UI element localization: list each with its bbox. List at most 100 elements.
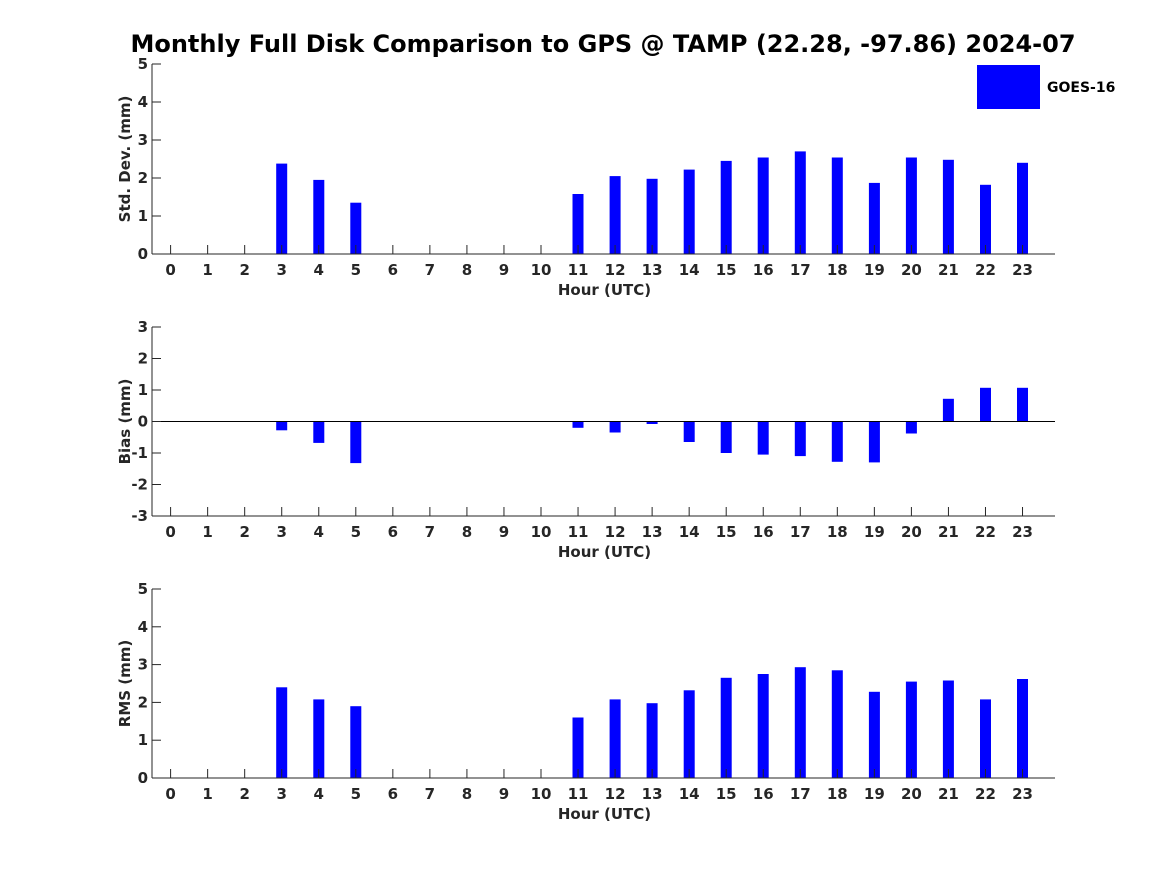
y-tick-label-bias--3: -3	[131, 507, 148, 525]
bar-rms-hour-16	[757, 674, 769, 778]
bar-bias-hour-16	[757, 421, 769, 455]
bar-std-dev-hour-22	[980, 184, 991, 254]
y-tick-label-rms-5: 5	[138, 580, 148, 598]
x-tick-label-bias-5: 5	[351, 523, 361, 541]
x-tick-label-std-dev-19: 19	[864, 261, 885, 279]
x-axis-label-bias: Hour (UTC)	[558, 543, 651, 561]
bar-bias-hour-11	[572, 421, 584, 428]
x-tick-label-std-dev-13: 13	[642, 261, 663, 279]
x-tick-label-bias-21: 21	[938, 523, 959, 541]
bar-std-dev-hour-19	[868, 182, 880, 254]
x-tick-label-std-dev-18: 18	[827, 261, 848, 279]
y-axis-label-std-dev: Std. Dev. (mm)	[116, 96, 134, 223]
x-tick-label-std-dev-5: 5	[351, 261, 361, 279]
x-tick-label-bias-8: 8	[462, 523, 472, 541]
bar-std-dev-hour-12	[609, 176, 621, 254]
x-tick-label-bias-17: 17	[790, 523, 811, 541]
bar-std-dev-hour-3	[276, 163, 288, 254]
x-tick-label-bias-20: 20	[901, 523, 922, 541]
x-tick-label-bias-23: 23	[1012, 523, 1033, 541]
bar-std-dev-hour-15	[720, 160, 732, 254]
x-tick-label-rms-8: 8	[462, 785, 472, 803]
x-tick-label-std-dev-1: 1	[202, 261, 212, 279]
x-tick-label-rms-20: 20	[901, 785, 922, 803]
x-tick-label-rms-18: 18	[827, 785, 848, 803]
x-tick-label-std-dev-6: 6	[388, 261, 398, 279]
y-tick-label-bias-0: 0	[138, 413, 148, 431]
y-tick-label-bias-3: 3	[138, 318, 148, 336]
x-tick-label-rms-6: 6	[388, 785, 398, 803]
y-tick-label-std-dev-1: 1	[138, 207, 148, 225]
x-tick-label-std-dev-22: 22	[975, 261, 996, 279]
bar-bias-hour-12	[609, 421, 621, 433]
bar-std-dev-hour-20	[905, 157, 917, 254]
y-tick-label-bias-1: 1	[138, 381, 148, 399]
bar-rms-hour-4	[313, 699, 325, 778]
x-tick-label-std-dev-0: 0	[165, 261, 175, 279]
x-tick-label-rms-9: 9	[499, 785, 509, 803]
bar-std-dev-hour-18	[831, 157, 843, 254]
x-tick-label-std-dev-10: 10	[531, 261, 552, 279]
x-tick-label-rms-12: 12	[605, 785, 626, 803]
bar-rms-hour-13	[646, 703, 658, 778]
x-tick-label-rms-4: 4	[314, 785, 324, 803]
bar-std-dev-hour-16	[757, 157, 769, 254]
bar-rms-hour-19	[868, 691, 880, 778]
x-tick-label-std-dev-7: 7	[425, 261, 435, 279]
x-tick-label-std-dev-20: 20	[901, 261, 922, 279]
x-tick-label-std-dev-17: 17	[790, 261, 811, 279]
bar-bias-hour-20	[905, 421, 917, 434]
y-tick-label-std-dev-0: 0	[138, 245, 148, 263]
legend-label-goes-16: GOES-16	[1047, 80, 1115, 96]
y-tick-label-rms-4: 4	[138, 618, 148, 636]
y-tick-label-rms-1: 1	[138, 731, 148, 749]
bar-rms-hour-12	[609, 699, 621, 778]
x-tick-label-std-dev-12: 12	[605, 261, 626, 279]
bar-bias-hour-14	[683, 421, 695, 442]
y-tick-label-bias--2: -2	[131, 476, 148, 494]
bar-bias-hour-5	[350, 421, 362, 464]
y-tick-label-bias-2: 2	[138, 350, 148, 368]
x-tick-label-bias-14: 14	[679, 523, 700, 541]
bar-rms-hour-20	[905, 681, 917, 778]
x-tick-label-rms-22: 22	[975, 785, 996, 803]
bar-rms-hour-23	[1017, 679, 1028, 778]
bar-rms-hour-11	[572, 717, 584, 778]
x-tick-label-rms-11: 11	[568, 785, 589, 803]
y-axis-label-rms: RMS (mm)	[116, 640, 134, 727]
x-tick-label-std-dev-15: 15	[716, 261, 737, 279]
x-tick-label-std-dev-16: 16	[753, 261, 774, 279]
bar-std-dev-hour-17	[794, 151, 806, 254]
x-tick-label-rms-16: 16	[753, 785, 774, 803]
x-tick-label-std-dev-11: 11	[568, 261, 589, 279]
x-tick-label-rms-1: 1	[202, 785, 212, 803]
y-tick-label-std-dev-4: 4	[138, 93, 148, 111]
y-tick-label-rms-2: 2	[138, 693, 148, 711]
bar-bias-hour-19	[868, 421, 880, 463]
bar-bias-hour-22	[980, 387, 991, 422]
legend: GOES-16	[977, 65, 1115, 109]
bar-std-dev-hour-23	[1017, 162, 1028, 254]
x-tick-label-std-dev-4: 4	[314, 261, 324, 279]
x-tick-label-rms-0: 0	[165, 785, 175, 803]
y-tick-label-bias--1: -1	[131, 444, 148, 462]
bar-std-dev-hour-4	[313, 179, 325, 254]
x-tick-label-bias-1: 1	[202, 523, 212, 541]
x-tick-label-std-dev-23: 23	[1012, 261, 1033, 279]
bar-std-dev-hour-14	[683, 169, 695, 254]
bar-std-dev-hour-11	[572, 194, 584, 254]
y-tick-label-std-dev-5: 5	[138, 55, 148, 73]
x-tick-label-bias-7: 7	[425, 523, 435, 541]
legend-swatch-goes-16	[977, 65, 1040, 109]
x-tick-label-bias-0: 0	[165, 523, 175, 541]
x-tick-label-bias-12: 12	[605, 523, 626, 541]
chart-title: Monthly Full Disk Comparison to GPS @ TA…	[130, 30, 1075, 58]
y-tick-label-rms-0: 0	[138, 769, 148, 787]
x-tick-label-bias-3: 3	[277, 523, 287, 541]
x-tick-label-std-dev-9: 9	[499, 261, 509, 279]
x-tick-label-bias-15: 15	[716, 523, 737, 541]
y-tick-label-std-dev-3: 3	[138, 131, 148, 149]
x-tick-label-std-dev-2: 2	[239, 261, 249, 279]
